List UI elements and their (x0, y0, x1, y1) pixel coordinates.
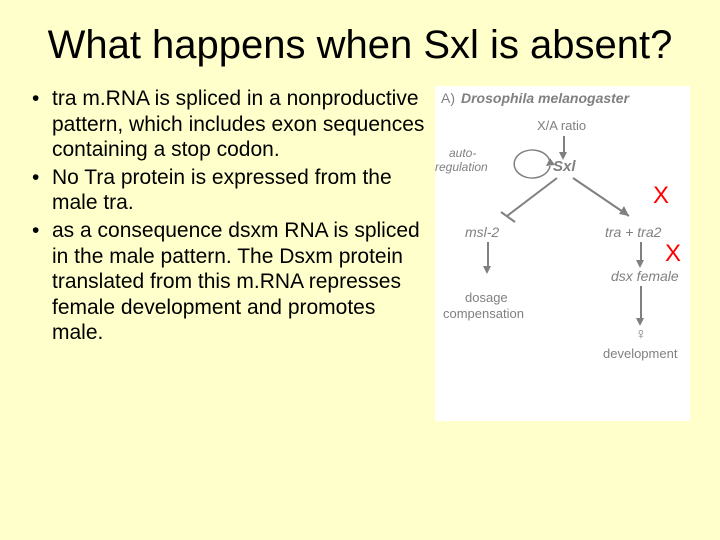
arrow-sxl-msl2 (495, 176, 565, 226)
arrowhead-icon (636, 318, 644, 326)
arrow-msl2-dosage (487, 242, 489, 268)
dosage-label-2: compensation (443, 306, 524, 321)
bullet-item: No Tra protein is expressed from the mal… (30, 165, 425, 216)
content-row: tra m.RNA is spliced in a nonproductive … (0, 86, 720, 421)
dsx-node: dsx female (611, 268, 679, 284)
x-overlay-1: X (653, 182, 669, 210)
arrow-tra-dsx (640, 242, 642, 262)
autoreg-label-1: auto- (449, 146, 476, 160)
bullet-list: tra m.RNA is spliced in a nonproductive … (30, 86, 425, 421)
ratio-label: X/A ratio (537, 118, 586, 133)
arrowhead-icon (483, 266, 491, 274)
dosage-label-1: dosage (465, 290, 508, 305)
tra-node: tra + tra2 (605, 224, 661, 240)
arrow-sxl-tra (567, 176, 647, 226)
autoreg-label-2: regulation (435, 160, 488, 174)
msl2-node: msl-2 (465, 224, 499, 240)
x-overlay-2: X (665, 240, 681, 268)
female-symbol-icon: ♀ (635, 326, 647, 344)
pathway-diagram: A) Drosophila melanogaster X/A ratio Sxl… (435, 86, 690, 421)
species-name: Drosophila melanogaster (461, 90, 629, 106)
slide-title: What happens when Sxl is absent? (0, 0, 720, 68)
bullet-item: as a consequence dsxm RNA is spliced in … (30, 218, 425, 346)
development-label: development (603, 346, 677, 361)
bullet-item: tra m.RNA is spliced in a nonproductive … (30, 86, 425, 163)
panel-label: A) (441, 90, 455, 106)
sxl-node: Sxl (553, 158, 576, 175)
arrowhead-icon (636, 260, 644, 268)
arrow-dsx-female (640, 286, 642, 320)
